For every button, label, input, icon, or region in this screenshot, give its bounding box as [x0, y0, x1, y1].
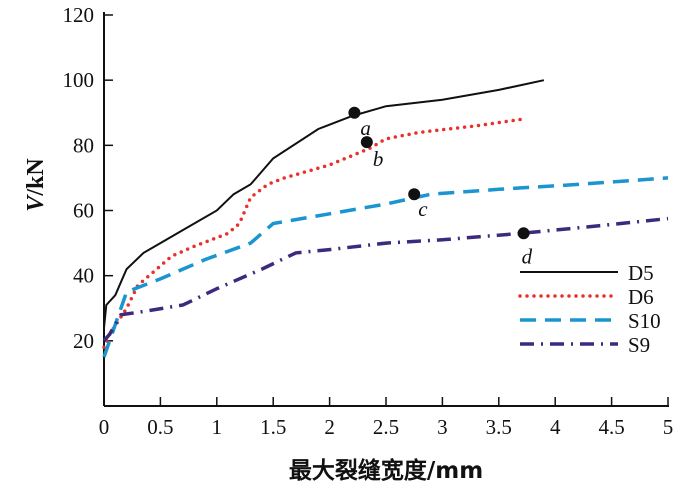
y-axis-label: V/kN	[23, 158, 49, 212]
y-tick-label: 80	[73, 133, 94, 157]
x-tick-label: 0.5	[147, 415, 173, 439]
y-axis-label-var: V	[23, 194, 49, 212]
x-tick-label: 0	[99, 415, 110, 439]
x-tick-label: 3	[437, 415, 448, 439]
series-line-s10	[102, 176, 669, 358]
annotation-group: ab c d	[348, 106, 533, 268]
annotation-label-d: d	[522, 244, 533, 268]
series-line-d5	[103, 79, 545, 328]
annotation-label-a: a	[360, 116, 371, 140]
x-tick-label: 4.5	[598, 415, 624, 439]
y-tick-label: 120	[63, 3, 95, 27]
annotation-point-d	[517, 227, 530, 240]
legend-label-s10: S10	[628, 309, 661, 333]
annotation-point-b	[360, 136, 373, 149]
x-tick-label: 3.5	[486, 415, 512, 439]
annotation-label-c: c	[418, 197, 428, 221]
series-group	[102, 79, 669, 358]
y-tick-label: 20	[73, 329, 94, 353]
y-tick-label: 60	[73, 199, 94, 223]
x-axis-label: 最大裂缝宽度/mm	[289, 457, 483, 484]
annotation-point-c	[408, 188, 421, 201]
x-tick-label: 4	[550, 415, 561, 439]
annotation-label-b: b	[373, 147, 384, 171]
y-axis-label-unit: /kN	[23, 158, 49, 197]
annotation-point-a	[348, 106, 361, 119]
x-tick-label: 1	[212, 415, 223, 439]
series-line-s9	[102, 216, 669, 342]
legend-label-d6: D6	[628, 285, 654, 309]
x-tick-label: 1.5	[260, 415, 286, 439]
legend-label-d5: D5	[628, 261, 654, 285]
x-tick-label: 2.5	[373, 415, 399, 439]
x-tick-label: 5	[663, 415, 674, 439]
series-line-d6	[102, 117, 524, 350]
legend-label-s9: S9	[628, 333, 650, 357]
y-tick-label: 40	[73, 264, 94, 288]
x-tick-label: 2	[324, 415, 335, 439]
axes: 0 0.5 1 1.5 2 2.5 3 3.5 4 4.5 5 20 40 60 80 100 120	[63, 3, 674, 439]
y-tick-label: 100	[63, 68, 95, 92]
